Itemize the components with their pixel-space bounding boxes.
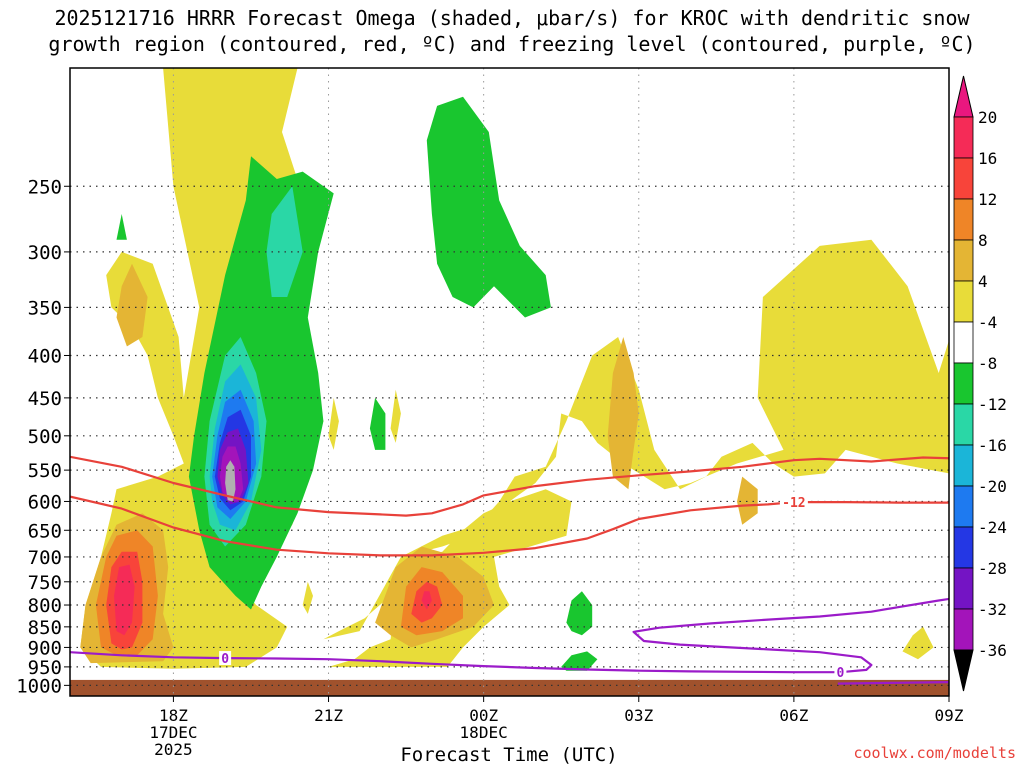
colorbar-swatch [953, 362, 974, 405]
colorbar-swatch [953, 608, 974, 651]
contour-freezing-level-0C-lower [837, 680, 949, 685]
x-axis-label: Forecast Time (UTC) [400, 744, 618, 766]
colorbar-swatch [953, 198, 974, 241]
colorbar-label: 16 [978, 149, 997, 168]
omega-region-w-4 [561, 651, 598, 671]
contour-label-freezing-2: 0 [837, 666, 845, 681]
y-tick-label: 600 [28, 491, 62, 513]
contour-label-dgz-bg [779, 495, 808, 510]
x-tick-label: 03Z [624, 706, 653, 725]
colorbar-label: 12 [978, 190, 997, 209]
colorbar-label: -32 [978, 600, 1007, 619]
ground-band [70, 679, 949, 696]
colorbar-label: -16 [978, 436, 1007, 455]
contour-dgz-lower-12C [70, 495, 949, 557]
omega-region-w+4 [328, 397, 339, 450]
x-tick-date: 17DEC [149, 723, 197, 742]
colorbar-swatch [953, 280, 974, 323]
omega-region-w+8 [607, 337, 639, 490]
omega-region-w-4 [116, 214, 127, 240]
chart-title-line-2: growth region (contoured, red, ºC) and f… [48, 32, 976, 56]
y-tick-label: 500 [28, 426, 62, 448]
colorbar-label: -24 [978, 518, 1007, 537]
x-tick-label: 21Z [314, 706, 343, 725]
colorbar-label: -36 [978, 641, 1007, 660]
colorbar-swatch [953, 116, 974, 159]
omega-region-w+4 [323, 239, 949, 640]
y-tick-label: 850 [28, 617, 62, 639]
omega-region-w+4 [390, 389, 401, 443]
contour-label-freezing: 0 [221, 652, 229, 667]
colorbar-swatch [953, 239, 974, 282]
y-tick-label: 250 [28, 176, 62, 198]
colorbar-swatch [953, 444, 974, 487]
y-tick-label: 450 [28, 388, 62, 410]
colorbar-label: -12 [978, 395, 1007, 414]
y-tick-label: 950 [28, 657, 62, 679]
colorbar-arrow-bottom [953, 649, 974, 692]
y-tick-label: 350 [28, 297, 62, 319]
omega-region-w+8 [116, 263, 148, 347]
x-tick-date: 18DEC [460, 723, 508, 742]
contour-freezing-level-0C [70, 597, 949, 674]
x-tick-label: 06Z [779, 706, 808, 725]
y-tick-label: 800 [28, 595, 62, 617]
contour-dgz-upper-12C [70, 455, 949, 517]
omega-region-w+4 [902, 626, 934, 660]
colorbar-label: 4 [978, 272, 988, 291]
y-tick-label: 550 [28, 460, 62, 482]
colorbar-arrow-top [953, 75, 974, 118]
colorbar-label: 8 [978, 231, 988, 250]
y-tick-label: 400 [28, 345, 62, 367]
y-tick-label: 750 [28, 572, 62, 594]
chart-title-line-1: 2025121716 HRRR Forecast Omega (shaded, … [54, 6, 970, 30]
colorbar-swatch [953, 321, 974, 364]
x-tick-year: 2025 [154, 740, 193, 759]
omega-region-w-4 [566, 591, 593, 636]
colorbar-label: -4 [978, 313, 997, 332]
colorbar-label: 20 [978, 108, 997, 127]
colorbar-label: -8 [978, 354, 997, 373]
omega-region-w-4 [426, 96, 551, 318]
colorbar-swatch [953, 485, 974, 528]
colorbar-swatch [953, 403, 974, 446]
colorbar-label: -20 [978, 477, 1007, 496]
y-tick-label: 300 [28, 242, 62, 264]
y-tick-label: 900 [28, 637, 62, 659]
y-tick-label: 650 [28, 520, 62, 542]
contour-label-freezing-2-bg [834, 665, 847, 680]
plot-frame [69, 67, 950, 697]
y-tick-label: 700 [28, 547, 62, 569]
x-tick-label: 09Z [935, 706, 964, 725]
contour-label-dgz: -12 [782, 496, 805, 511]
x-tick-label: 18Z [159, 706, 188, 725]
colorbar-label: -28 [978, 559, 1007, 578]
omega-region-w-8 [266, 186, 303, 297]
omega-region-w+4 [302, 581, 313, 614]
contour-label-freezing-bg [219, 651, 232, 666]
omega-colorbar: 20 16 12 8 4 -4 -8 -12 -16 -20 -24 -28 -32 -36 [953, 75, 1007, 692]
x-tick-label: 00Z [469, 706, 498, 725]
colorbar-swatch [953, 526, 974, 569]
omega-region-w-4 [369, 397, 386, 450]
source-credit[interactable]: coolwx.com/modelts [853, 744, 1016, 762]
colorbar-swatch [953, 157, 974, 200]
omega-region-w+20 [421, 591, 432, 610]
omega-region-w+8 [737, 476, 758, 525]
y-tick-label: 1000 [16, 675, 62, 697]
colorbar-swatch [953, 567, 974, 610]
